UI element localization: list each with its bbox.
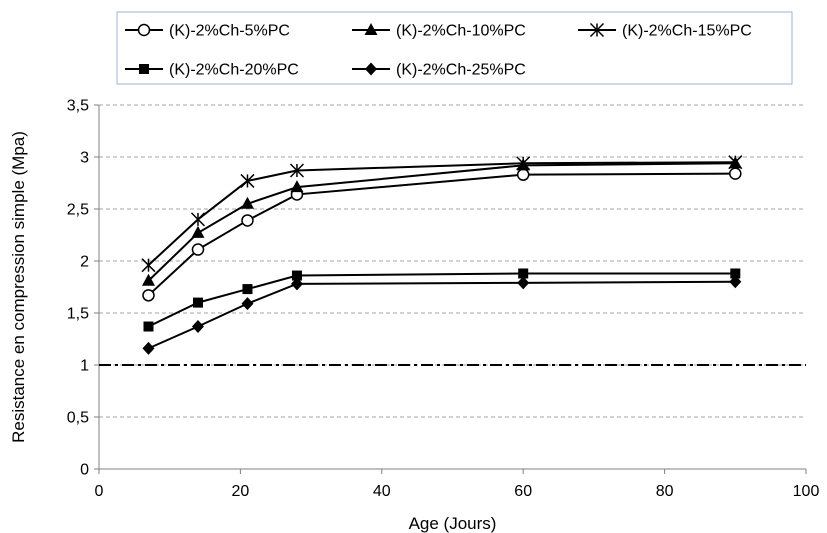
x-tick-label-5: 100 xyxy=(793,483,820,500)
series-3-point-4 xyxy=(289,163,304,178)
series-1-point-3 xyxy=(241,214,254,227)
series-1-point-5 xyxy=(516,168,530,181)
series-2-point-4 xyxy=(290,180,304,193)
y-tick-label-3: 1,5 xyxy=(67,306,89,323)
series-2-point-2 xyxy=(191,225,205,238)
series-5-point-6 xyxy=(729,275,742,289)
series-5-point-2 xyxy=(191,320,204,334)
series-1-point-2 xyxy=(191,243,205,256)
y-tick-label-6: 3 xyxy=(80,150,89,167)
series-1-point-6 xyxy=(729,167,742,180)
series-3-point-1 xyxy=(141,258,156,273)
x-tick-label-1: 20 xyxy=(232,483,250,500)
y-tick-label-0: 0 xyxy=(80,462,89,479)
tick-labels: 0 0,5 1 1,5 2 2,5 3 3,5 0 20 40 60 80 100 xyxy=(67,98,820,501)
legend-marker-3 xyxy=(589,22,605,38)
series-line-2 xyxy=(147,162,736,282)
y-axis-title: Resistance en compression simple (Mpa) xyxy=(9,131,28,443)
series-4-point-1 xyxy=(143,321,154,332)
series-4-point-3 xyxy=(242,284,253,295)
series-line-5 xyxy=(148,280,736,350)
series-group xyxy=(141,155,743,355)
series-2-point-3 xyxy=(240,196,254,209)
legend-label-1: (K)-2%Ch-5%PC xyxy=(169,23,290,40)
x-tick-label-0: 0 xyxy=(95,483,104,500)
series-5-point-5 xyxy=(517,276,530,290)
axes xyxy=(94,104,807,474)
series-4-point-2 xyxy=(192,297,203,308)
y-tick-label-5: 2,5 xyxy=(67,202,89,219)
legend-marker-5 xyxy=(365,62,377,76)
series-5-point-3 xyxy=(241,297,254,311)
legend-box xyxy=(116,11,793,85)
series-5-point-1 xyxy=(142,341,155,355)
series-line-4 xyxy=(148,272,736,328)
series-1-point-1 xyxy=(142,289,155,302)
y-tick-label-2: 1 xyxy=(80,358,89,375)
legend-label-5: (K)-2%Ch-25%PC xyxy=(396,62,526,79)
series-line-3 xyxy=(147,161,736,266)
legend-marker-1 xyxy=(137,23,151,37)
series-3-point-2 xyxy=(190,212,206,227)
series-line-1 xyxy=(147,172,736,297)
x-tick-label-4: 80 xyxy=(656,483,674,500)
y-tick-label-1: 0,5 xyxy=(67,410,89,427)
series-4-point-6 xyxy=(730,268,741,279)
series-2-point-1 xyxy=(141,273,155,286)
x-tick-label-2: 40 xyxy=(373,483,391,500)
x-axis-title: Age (Jours) xyxy=(409,514,497,533)
legend-marker-2 xyxy=(364,23,378,35)
y-tick-label-7: 3,5 xyxy=(67,98,89,115)
series-5-point-4 xyxy=(290,277,303,291)
series-3-point-3 xyxy=(240,173,255,188)
x-tick-label-3: 60 xyxy=(514,483,532,500)
series-3-point-5 xyxy=(516,156,531,171)
legend-marker-4 xyxy=(139,64,149,74)
legend-label-4: (K)-2%Ch-20%PC xyxy=(169,62,299,79)
series-4-point-5 xyxy=(518,268,529,279)
legend-label-2: (K)-2%Ch-10%PC xyxy=(396,23,526,40)
legend-label-3: (K)-2%Ch-15%PC xyxy=(622,23,752,40)
gridlines xyxy=(99,104,806,418)
series-3-point-6 xyxy=(728,155,743,170)
y-tick-label-4: 2 xyxy=(80,254,89,271)
legend: (K)-2%Ch-5%PC (K)-2%Ch-10%PC (K)-2%Ch-15%P… xyxy=(116,11,793,85)
series-4-point-4 xyxy=(291,270,302,281)
